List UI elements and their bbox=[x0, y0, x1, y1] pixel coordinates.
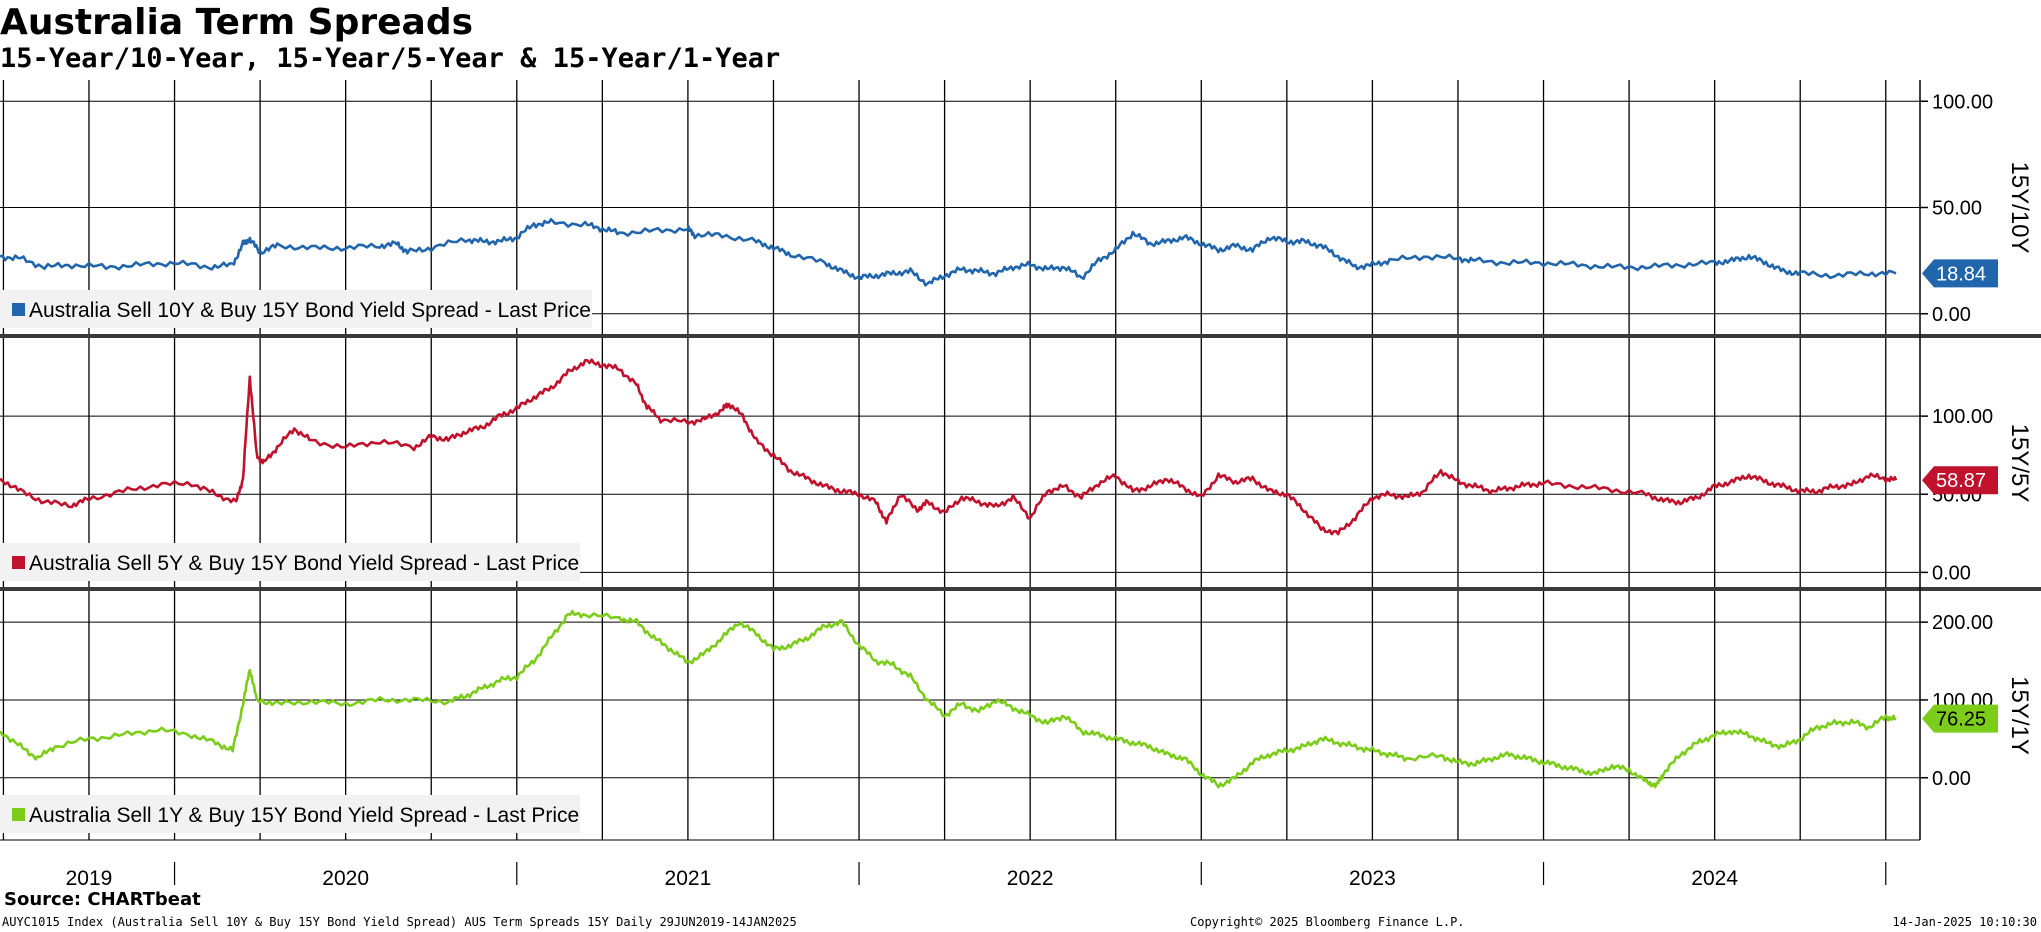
x-tick-label: 2021 bbox=[665, 867, 712, 885]
footer-index-info: AUYC1015 Index (Australia Sell 10Y & Buy… bbox=[2, 915, 797, 929]
last-price-badge bbox=[1922, 259, 1998, 288]
series-line bbox=[0, 218, 1897, 287]
y-axis-label: 15Y/1Y bbox=[2006, 676, 2033, 755]
chart-title: Australia Term Spreads bbox=[0, 2, 474, 43]
last-price-tag: 76.25 bbox=[1922, 704, 1998, 733]
panel-separator bbox=[0, 587, 2041, 591]
legends: Australia Sell 10Y & Buy 15Y Bond Yield … bbox=[0, 290, 592, 833]
y-axis-label: 15Y/10Y bbox=[2006, 161, 2033, 253]
legend-swatch bbox=[12, 808, 25, 821]
chart-subtitle: 15-Year/10-Year, 15-Year/5-Year & 15-Yea… bbox=[0, 43, 781, 74]
gridlines bbox=[0, 80, 2041, 840]
x-tick-label: 2022 bbox=[1007, 867, 1054, 885]
legend-box bbox=[0, 543, 580, 581]
legend-swatch bbox=[12, 556, 25, 569]
x-tick-label: 2020 bbox=[322, 867, 369, 885]
series-lines bbox=[0, 218, 1898, 789]
legend-box bbox=[0, 795, 580, 833]
y-tick-label: 200.00 bbox=[1932, 612, 1993, 634]
x-tick-label: 2023 bbox=[1349, 867, 1396, 885]
series-line bbox=[0, 609, 1897, 789]
last-price-value: 18.84 bbox=[1936, 263, 1986, 285]
y-tick-label: 0.00 bbox=[1932, 768, 1971, 790]
y-tick-label: 0.00 bbox=[1932, 304, 1971, 326]
series-line bbox=[0, 358, 1898, 536]
panel-separator bbox=[0, 334, 2041, 338]
footer-copyright: Copyright© 2025 Bloomberg Finance L.P. bbox=[1190, 915, 1465, 929]
legend-swatch bbox=[12, 303, 25, 316]
legend-box bbox=[0, 290, 592, 328]
y-tick-label: 100.00 bbox=[1932, 406, 1993, 428]
last-price-badge bbox=[1922, 704, 1998, 733]
chart-area: Australia Sell 10Y & Buy 15Y Bond Yield … bbox=[0, 80, 2041, 885]
last-price-badge bbox=[1922, 466, 1998, 495]
last-price-tag: 18.84 bbox=[1922, 259, 1998, 288]
y-tick-label: 0.00 bbox=[1932, 562, 1971, 584]
last-price-tag: 58.87 bbox=[1922, 466, 1998, 495]
y-axis-label: 15Y/5Y bbox=[2006, 424, 2033, 503]
x-tick-label: 2019 bbox=[66, 867, 113, 885]
last-price-value: 58.87 bbox=[1936, 470, 1986, 492]
y-tick-label: 50.00 bbox=[1932, 198, 1982, 220]
last-price-value: 76.25 bbox=[1936, 709, 1986, 731]
x-tick-label: 2024 bbox=[1691, 867, 1738, 885]
legend-label: Australia Sell 1Y & Buy 15Y Bond Yield S… bbox=[29, 804, 579, 827]
legend-label: Australia Sell 10Y & Buy 15Y Bond Yield … bbox=[29, 299, 591, 322]
y-tick-label: 100.00 bbox=[1932, 91, 1993, 113]
source-note: Source: CHARTbeat bbox=[4, 889, 201, 910]
legend-label: Australia Sell 5Y & Buy 15Y Bond Yield S… bbox=[29, 552, 579, 575]
footer-timestamp: 14-Jan-2025 10:10:30 bbox=[1892, 915, 2038, 929]
axes: 0.0050.00100.0015Y/10Y18.840.0050.00100.… bbox=[0, 80, 2033, 885]
